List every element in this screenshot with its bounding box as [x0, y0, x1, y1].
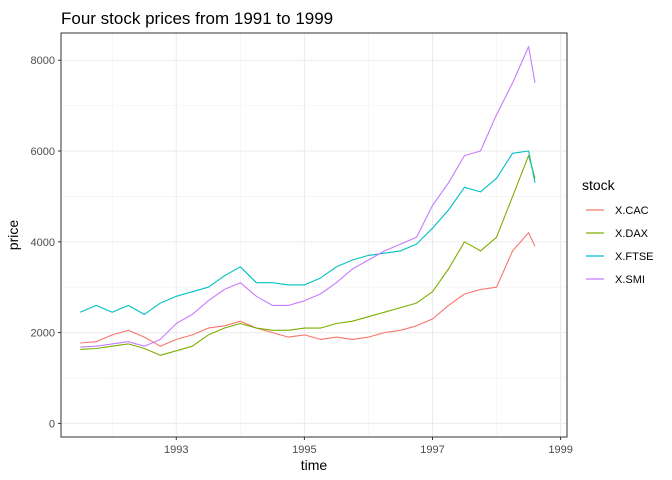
- series-line-x-cac: [80, 232, 536, 347]
- legend-label: X.FTSE: [615, 251, 654, 263]
- series-line-x-smi: [80, 46, 536, 348]
- series-line-x-ftse: [79, 150, 536, 315]
- x-tick-label: 1993: [164, 444, 188, 456]
- y-tick-label: 4000: [31, 237, 55, 249]
- legend-title: stock: [582, 177, 616, 193]
- y-axis-title: price: [5, 220, 21, 251]
- series-line-x-dax: [80, 155, 536, 356]
- x-tick-label: 1999: [548, 444, 572, 456]
- y-tick-label: 8000: [31, 55, 55, 67]
- y-tick-label: 2000: [31, 328, 55, 340]
- legend-label: X.SMI: [615, 274, 645, 286]
- plot-panel-border: [60, 32, 568, 438]
- y-axis-ticks: 0 2000 4000 6000 8000: [31, 55, 61, 430]
- y-tick-label: 0: [49, 418, 55, 430]
- chart-title: Four stock prices from 1991 to 1999: [61, 9, 333, 28]
- x-axis-title: time: [301, 457, 328, 473]
- legend-label: X.DAX: [615, 228, 649, 240]
- y-tick-label: 6000: [31, 146, 55, 158]
- x-axis-ticks: 1993 1995 1997 1999: [164, 437, 573, 456]
- major-gridlines: [61, 33, 567, 437]
- legend-label: X.CAC: [615, 205, 649, 217]
- legend: stock X.CAC X.DAX X.FTSE X.SMI: [582, 177, 654, 286]
- minor-gridlines: [61, 33, 567, 437]
- x-tick-label: 1997: [420, 444, 444, 456]
- x-tick-label: 1995: [292, 444, 316, 456]
- series-lines: [79, 46, 536, 356]
